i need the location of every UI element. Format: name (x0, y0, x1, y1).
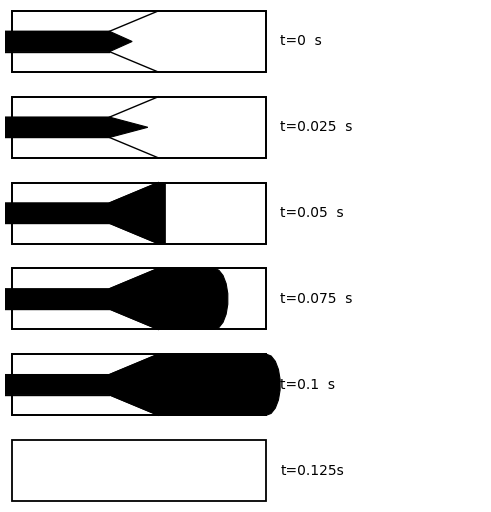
Text: t=0.025  s: t=0.025 s (280, 120, 353, 134)
Bar (12, 11, 266, 72)
Polygon shape (0, 31, 132, 52)
Bar (12, 268, 266, 329)
Text: t=0.05  s: t=0.05 s (280, 206, 344, 220)
Bar (12, 183, 266, 244)
Bar (12, 97, 266, 158)
Text: t=0.075  s: t=0.075 s (280, 292, 353, 306)
Polygon shape (0, 183, 165, 244)
Bar (12, 11, 266, 72)
Text: t=0  s: t=0 s (280, 34, 322, 49)
Polygon shape (0, 268, 228, 329)
Bar (12, 97, 266, 158)
Text: t=0.1  s: t=0.1 s (280, 378, 335, 392)
Text: t=0.125s: t=0.125s (280, 463, 344, 478)
Bar (12, 440, 266, 501)
Bar (12, 183, 266, 244)
Bar (12, 268, 266, 329)
Bar (12, 354, 266, 415)
Polygon shape (0, 354, 280, 415)
Bar (12, 354, 266, 415)
Polygon shape (0, 117, 148, 137)
